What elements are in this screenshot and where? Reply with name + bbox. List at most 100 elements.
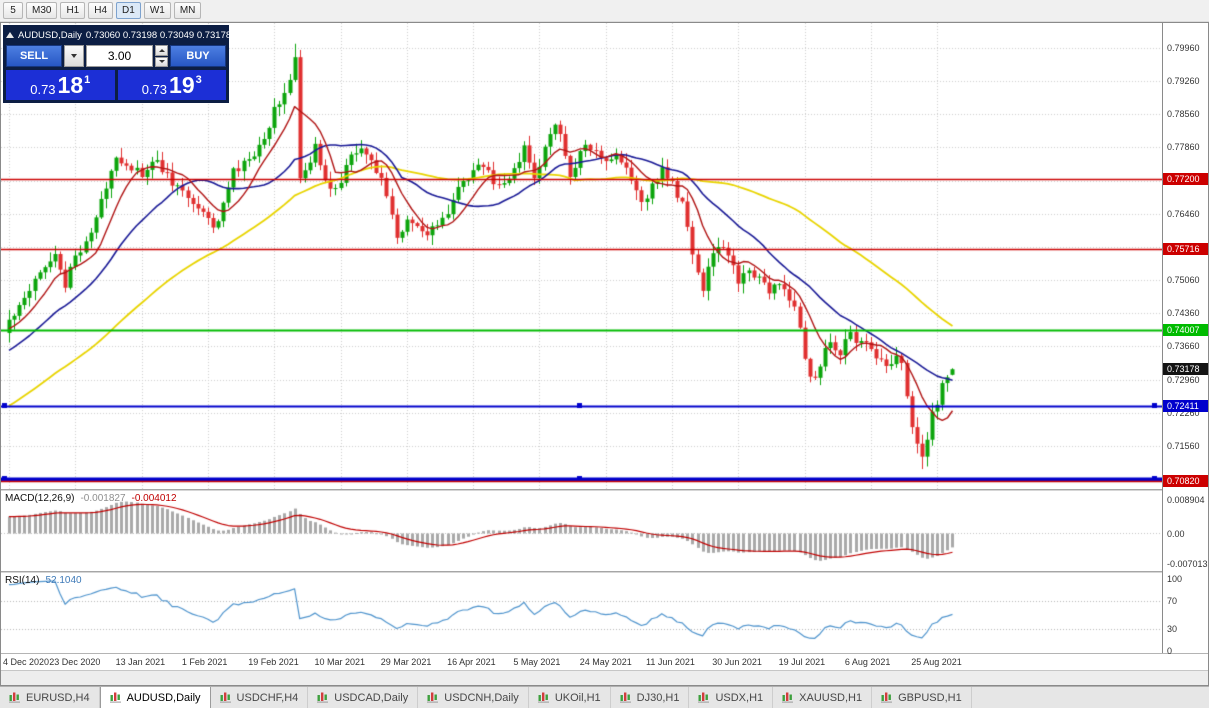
tab-label: UKOil,H1	[554, 691, 601, 704]
chart-tab-eurusd-h4[interactable]: EURUSD,H4	[0, 687, 100, 708]
one-click-trading-panel: AUDUSD,Daily 0.73060 0.73198 0.73049 0.7…	[3, 25, 232, 103]
chart-tab-dj30-h1[interactable]: DJ30,H1	[611, 687, 690, 708]
rsi-name: RSI(14)	[5, 575, 40, 586]
chart-icon	[698, 692, 710, 703]
status-strip	[1, 670, 1208, 685]
rsi-axis-label: 0	[1167, 646, 1173, 656]
ohlc-values: 0.73060 0.73198 0.73049 0.73178	[85, 29, 232, 41]
date-label: 23 Dec 2020	[49, 657, 101, 667]
macd-name: MACD(12,26,9)	[5, 493, 75, 504]
timeframe-button-h4[interactable]: H4	[88, 2, 114, 19]
macd-axis-label: 0.008904	[1167, 495, 1205, 505]
rsi-value: 52.1040	[45, 575, 82, 586]
chart-tab-audusd-daily[interactable]: AUDUSD,Daily	[99, 687, 211, 708]
tab-label: USDCHF,H4	[236, 691, 299, 704]
timeframe-button-mn[interactable]: MN	[173, 2, 202, 19]
symbol-period-label: AUDUSD,Daily	[18, 29, 82, 41]
date-label: 11 Jun 2021	[646, 657, 695, 667]
price-axis-label: 0.72960	[1167, 374, 1200, 385]
date-label: 30 Jun 2021	[712, 657, 762, 667]
sell-price-big: 18	[57, 72, 84, 99]
chart-icon	[9, 692, 20, 703]
chart-tab-gbpusd-h1[interactable]: GBPUSD,H1	[872, 687, 972, 708]
tab-label: EURUSD,H4	[26, 691, 90, 704]
price-axis-label: 0.72260	[1167, 407, 1200, 418]
hline-price-tag: 0.75716	[1163, 243, 1208, 255]
pane-divider[interactable]	[1, 571, 1208, 573]
timeframe-button-h1[interactable]: H1	[60, 2, 86, 19]
volume-input[interactable]	[86, 45, 153, 67]
macd-pane-canvas[interactable]	[1, 491, 1162, 571]
chevron-down-icon	[71, 54, 77, 58]
chevron-up-icon	[158, 48, 165, 52]
rsi-label: RSI(14) 52.1040	[5, 575, 82, 586]
hline-price-tag: 0.72411	[1163, 399, 1208, 412]
trade-controls-row: SELL BUY	[6, 45, 226, 67]
price-axis[interactable]: 0.799600.792600.785600.778600.771600.764…	[1162, 23, 1208, 656]
chart-tab-ukoil-h1[interactable]: UKOil,H1	[529, 687, 611, 708]
tab-label: USDCAD,Daily	[334, 691, 409, 704]
buy-price-display[interactable]: 0.73 19 3	[117, 70, 226, 100]
chart-tab-usdcad-daily[interactable]: USDCAD,Daily	[308, 687, 419, 708]
date-label: 24 May 2021	[579, 657, 632, 667]
hline-price-tag: 0.77200	[1163, 172, 1208, 185]
buy-price-big: 19	[169, 72, 195, 99]
chart-icon	[219, 692, 231, 703]
timeframe-button-w1[interactable]: W1	[143, 2, 171, 19]
date-label: 5 May 2021	[513, 657, 561, 667]
tab-label: GBPUSD,H1	[898, 691, 962, 704]
chart-icon	[109, 692, 121, 703]
buy-button[interactable]: BUY	[170, 45, 226, 67]
sell-price-main: 0.73	[30, 82, 56, 97]
volume-decrease-button[interactable]	[155, 56, 168, 67]
price-axis-label: 0.76460	[1167, 208, 1200, 219]
chart-icon	[427, 692, 439, 703]
time-axis[interactable]: 4 Dec 2020 23 Dec 2020 13 Jan 2021 1 Feb 20…	[1, 653, 1208, 670]
buy-price-sup: 3	[195, 74, 202, 86]
macd-label: MACD(12,26,9) -0.001827 -0.004012	[5, 493, 177, 504]
date-label: 16 Apr 2021	[447, 657, 496, 667]
price-axis-label: 0.79960	[1167, 43, 1200, 53]
timeframe-button-m30[interactable]: M30	[26, 2, 58, 19]
volume-dropdown-button[interactable]	[64, 45, 84, 67]
rsi-pane-canvas[interactable]	[1, 573, 1162, 653]
date-label: 25 Aug 2021	[911, 657, 962, 667]
chart-tab-usdx-h1[interactable]: USDX,H1	[689, 687, 774, 708]
macd-axis-label: 0.00	[1167, 529, 1185, 540]
tab-label: USDX,H1	[715, 691, 764, 704]
chart-icon	[881, 692, 893, 703]
chart-tab-usdchf-h4[interactable]: USDCHF,H4	[211, 687, 309, 708]
macd-signal-value: -0.004012	[131, 493, 177, 504]
price-axis-label: 0.79260	[1167, 76, 1200, 87]
timeframe-button-5[interactable]: 5	[3, 2, 23, 19]
tab-label: USDCNH,Daily	[444, 691, 519, 704]
date-label: 13 Jan 2021	[115, 657, 166, 667]
volume-increase-button[interactable]	[155, 45, 168, 56]
rsi-axis-label: 100	[1167, 574, 1183, 584]
date-label: 1 Feb 2021	[181, 657, 228, 667]
date-label: 6 Aug 2021	[844, 657, 891, 667]
trade-prices-row: 0.73 18 1 0.73 19 3	[6, 70, 226, 100]
price-axis-label: 0.74360	[1167, 308, 1200, 319]
sell-button[interactable]: SELL	[6, 45, 62, 67]
chart-tabs-bar: EURUSD,H4 AUDUSD,Daily USDCHF,H4 USDCAD,Dai…	[0, 686, 1209, 708]
chart-icon	[619, 692, 631, 703]
price-axis-label: 0.77860	[1167, 142, 1200, 153]
pane-divider[interactable]	[1, 489, 1208, 491]
sell-price-display[interactable]: 0.73 18 1	[6, 70, 115, 100]
chart-tab-xauusd-h1[interactable]: XAUUSD,H1	[773, 687, 873, 708]
chart-icon	[317, 692, 329, 703]
timeframe-toolbar: 5 M30 H1 H4 D1 W1 MN	[0, 0, 1209, 22]
rsi-axis-label: 70	[1167, 595, 1178, 606]
price-axis-label: 0.71560	[1167, 440, 1200, 451]
timeframe-button-d1[interactable]: D1	[116, 2, 141, 19]
price-axis-label: 0.73660	[1167, 341, 1200, 352]
chart-tab-usdcnh-daily[interactable]: USDCNH,Daily	[418, 687, 529, 708]
date-label: 10 Mar 2021	[314, 657, 366, 667]
collapse-panel-icon[interactable]	[6, 32, 14, 38]
price-axis-label: 0.78560	[1167, 109, 1200, 120]
buy-price-main: 0.73	[141, 82, 168, 97]
hline-price-tag: 0.74007	[1163, 323, 1208, 336]
chart-window: AUDUSD,Daily 0.73060 0.73198 0.73049 0.7…	[0, 22, 1209, 686]
chart-icon	[782, 692, 794, 703]
